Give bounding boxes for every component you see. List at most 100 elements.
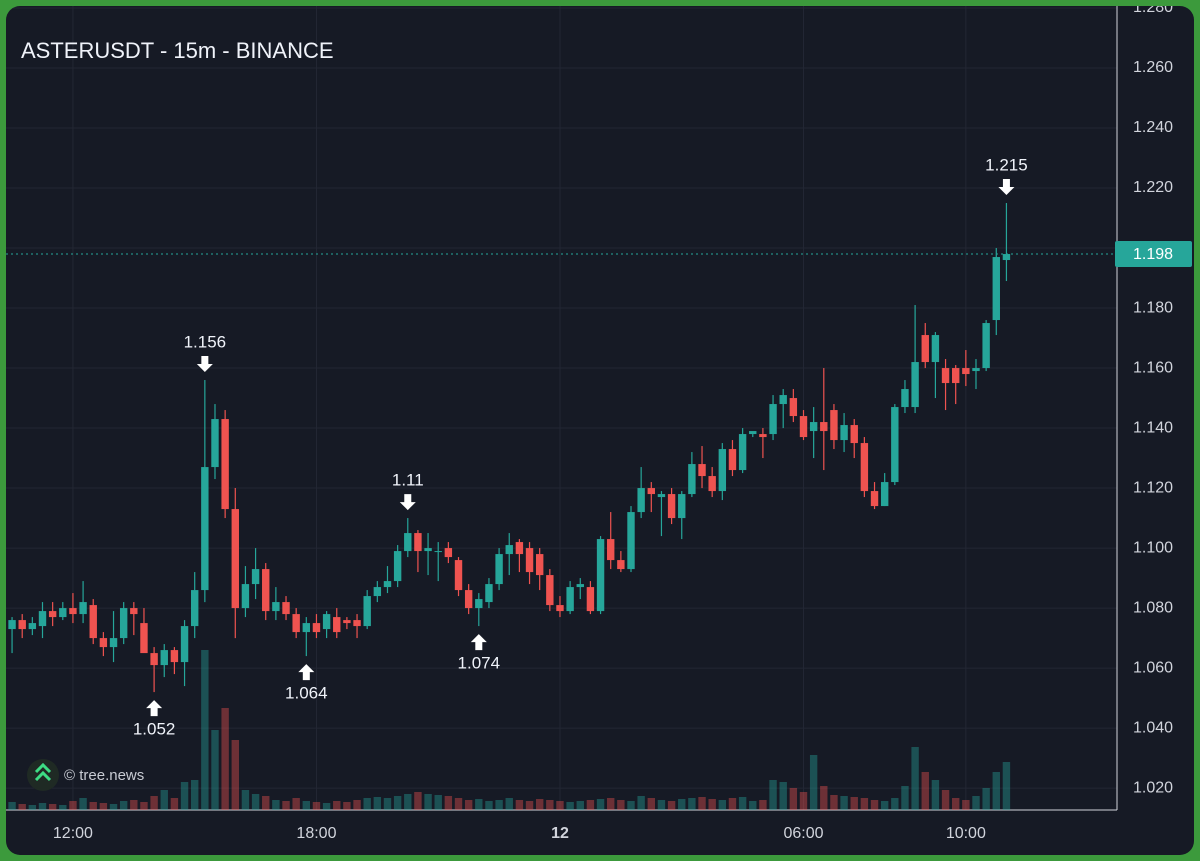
candle-body: [414, 533, 422, 552]
volume-bar: [211, 730, 219, 810]
annotation-label: 1.064: [285, 684, 328, 703]
x-tick-label: 06:00: [783, 825, 823, 842]
volume-bar: [495, 800, 503, 810]
y-tick-label: 1.040: [1133, 719, 1173, 736]
candle-body: [962, 368, 970, 375]
candle-body: [556, 605, 564, 612]
volume-bar: [262, 796, 270, 810]
y-tick-label: 1.220: [1133, 179, 1173, 196]
candle-body: [617, 560, 625, 570]
candle-body: [586, 587, 595, 612]
volume-bar: [576, 801, 584, 810]
volume-bar: [475, 799, 483, 810]
candle-body: [657, 494, 666, 498]
candle-body: [505, 545, 513, 555]
volume-bar: [799, 792, 808, 810]
volume-bar: [373, 797, 382, 810]
annotation-arrow: [470, 634, 487, 651]
volume-bar: [383, 798, 392, 810]
candle-body: [688, 464, 696, 495]
annotation-arrow: [998, 179, 1015, 196]
volume-bar: [698, 797, 706, 810]
candle-body: [749, 431, 757, 435]
volume-bar: [667, 801, 676, 810]
candle-body: [48, 611, 57, 618]
candle-body: [38, 611, 47, 627]
candle-body: [546, 575, 554, 606]
candle-body: [535, 554, 544, 576]
annotation-label: 1.074: [458, 654, 501, 673]
candle-body: [140, 623, 148, 654]
y-tick-label: 1.240: [1133, 119, 1173, 136]
annotation-arrow: [196, 356, 213, 373]
volume-bar: [464, 800, 473, 810]
candle-body: [59, 608, 67, 618]
volume-bar: [292, 798, 300, 810]
volume-bar: [556, 801, 564, 810]
candle-body: [627, 512, 635, 570]
candle-body: [231, 509, 239, 609]
volume-bar: [870, 800, 879, 810]
candle-body: [860, 443, 869, 492]
volume-bar: [759, 800, 767, 810]
candle-body: [8, 620, 16, 630]
volume-bar: [79, 798, 87, 810]
volume-bar: [911, 747, 919, 810]
candle-body: [322, 614, 331, 630]
volume-bar: [282, 801, 290, 810]
volume-bar: [59, 805, 67, 810]
volume-bar: [728, 798, 737, 810]
volume-bar: [901, 786, 909, 810]
chart-title: ASTERUSDT - 15m - BINANCE: [21, 38, 334, 63]
candle-body: [525, 548, 534, 573]
candle-body: [130, 608, 138, 615]
volume-bar: [586, 800, 595, 810]
candle-body: [272, 602, 280, 612]
candle-body: [282, 602, 290, 615]
candle-body: [190, 590, 199, 627]
candle-body: [718, 449, 727, 492]
candle-body: [475, 599, 483, 609]
candle-body: [292, 614, 300, 633]
x-tick-label: 18:00: [296, 825, 336, 842]
volume-bar: [627, 801, 635, 810]
volume-bar: [951, 798, 960, 810]
candle-body: [637, 488, 645, 513]
volume-bar: [880, 801, 889, 810]
volume-bar: [596, 799, 605, 810]
y-tick-label: 1.160: [1133, 359, 1173, 376]
candle-body: [201, 467, 209, 591]
candle-body: [840, 425, 848, 441]
volume-bar: [566, 802, 574, 810]
volume-bar: [221, 708, 229, 810]
plot-area: 1.020 1.040 1.060 1.080 1.100 1.120 1.140 1.160…: [6, 6, 1192, 842]
candle-body: [343, 620, 351, 624]
annotation-arrow: [146, 700, 163, 717]
candle-body: [18, 620, 26, 630]
volume-bar: [393, 796, 402, 810]
y-tick-label: 1.140: [1133, 419, 1173, 436]
volume-bar: [414, 792, 422, 810]
y-tick-label: 1.080: [1133, 599, 1173, 616]
candle-body: [738, 434, 747, 471]
candle-body: [820, 422, 828, 432]
candle-body: [363, 596, 371, 627]
volume-bar: [434, 795, 442, 810]
candle-body: [870, 491, 879, 507]
volume-bar: [444, 796, 453, 810]
volume-bar: [505, 798, 513, 810]
candle-body: [485, 584, 493, 603]
volume-bar: [190, 780, 199, 810]
x-tick-label: 12: [551, 825, 569, 842]
candle-body: [809, 422, 818, 432]
x-tick-label: 12:00: [53, 825, 93, 842]
annotation-arrow: [399, 494, 416, 511]
volume-bar: [982, 788, 990, 810]
candle-body: [109, 638, 118, 648]
candle-body: [79, 602, 87, 615]
candle-body: [89, 605, 97, 639]
volume-bar: [535, 799, 544, 810]
watermark: © tree.news: [27, 759, 144, 791]
volume-bar: [363, 798, 371, 810]
